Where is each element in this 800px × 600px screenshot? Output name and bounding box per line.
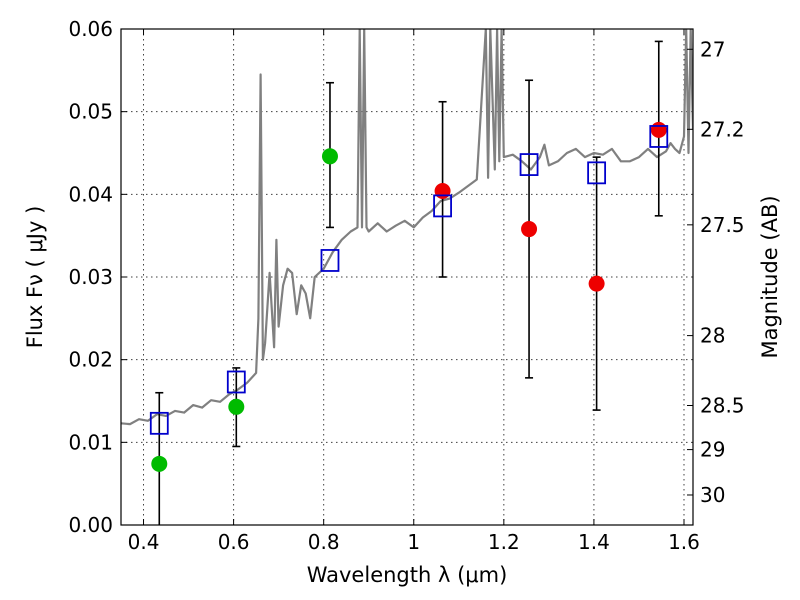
plot-area [121,29,693,426]
y-axis-label: Flux Fν ( μJy ) [23,206,47,349]
mag-tick-label: 30 [700,483,725,507]
y-tick-label: 0.04 [68,182,113,206]
x-tick-label: 0.4 [128,530,160,554]
x-tick-label: 0.8 [308,530,340,554]
y-tick-label: 0.00 [68,513,113,537]
data-point-detection [321,148,338,165]
spectrum-line [121,29,693,426]
axis-ticks: 0.4 0.6 0.8 1 1.2 1.4 1.6 0.00 0.01 0.02 0.03 0.04 0… [68,17,744,554]
x-tick-label: 1.6 [668,530,700,554]
data-point-upper [588,275,605,292]
y-tick-label: 0.03 [68,265,113,289]
grid-lines [121,28,693,526]
data-point-upper [434,183,451,200]
model-square [587,161,607,185]
mag-tick-label: 27.5 [700,213,745,237]
x-tick-label: 1 [407,530,420,554]
data-point-detection [151,455,168,472]
model-square [433,194,452,218]
mag-tick-label: 27 [700,37,725,61]
x-tick-label: 0.6 [218,530,250,554]
y-tick-label: 0.06 [68,17,113,41]
model-square [226,370,246,394]
data-point-detection [228,398,245,415]
mag-tick-label: 28.5 [700,394,745,418]
x-tick-label: 1.4 [578,530,610,554]
magnitude-axis-label: Magnitude (AB) [758,195,782,358]
mag-tick-label: 28 [700,324,725,348]
y-tick-label: 0.02 [68,348,113,372]
data-point-upper [521,221,538,238]
x-axis-label: Wavelength λ (μm) [307,563,508,587]
markers [149,40,669,525]
y-tick-label: 0.01 [68,430,113,454]
model-square [649,125,669,148]
model-square [519,153,539,176]
y-tick-label: 0.05 [68,100,113,124]
x-tick-label: 1.2 [488,530,520,554]
mag-tick-label: 27.2 [700,117,745,141]
model-square [149,411,169,435]
model-square [320,249,340,272]
mag-tick-label: 29 [700,438,725,462]
data-point-upper [650,121,667,138]
